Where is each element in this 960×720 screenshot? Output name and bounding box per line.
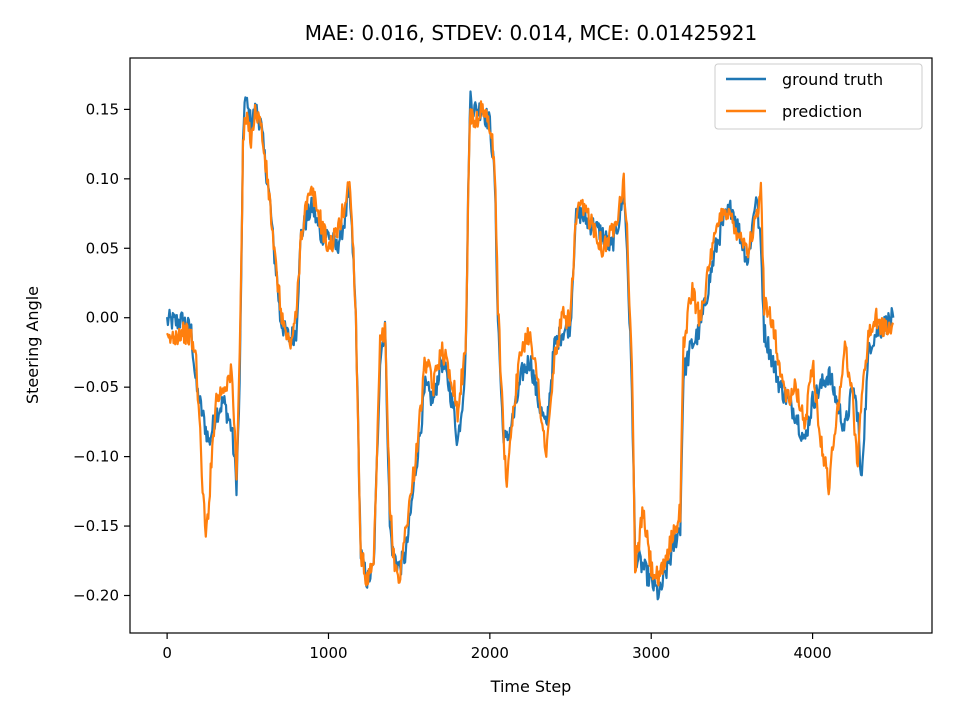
series-line-ground-truth xyxy=(166,90,895,601)
y-tick-label: 0.10 xyxy=(86,170,119,188)
y-tick-label: −0.05 xyxy=(73,378,119,396)
y-tick-label: −0.15 xyxy=(73,517,119,535)
y-axis-label: Steering Angle xyxy=(23,286,42,404)
series-layer xyxy=(166,90,895,601)
y-tick-label: 0.00 xyxy=(86,309,119,327)
legend-label-ground-truth: ground truth xyxy=(782,70,883,89)
x-tick-label: 1000 xyxy=(309,644,347,662)
series-line-prediction xyxy=(166,100,895,587)
legend-box xyxy=(714,63,923,130)
y-tick-label: −0.20 xyxy=(73,587,119,605)
y-axis: 0.15 0.10 0.05 0.00 −0.05 −0.10 −0.15 −0.20 xyxy=(73,100,130,605)
x-tick-label: 3000 xyxy=(632,644,670,662)
y-tick-label: 0.05 xyxy=(86,239,119,257)
x-tick-label: 2000 xyxy=(471,644,509,662)
x-axis-label: Time Step xyxy=(490,677,572,696)
y-tick-label: 0.15 xyxy=(86,100,119,118)
legend: ground truth prediction xyxy=(714,63,923,130)
chart-title: MAE: 0.016, STDEV: 0.014, MCE: 0.0142592… xyxy=(305,21,758,45)
y-tick-label: −0.10 xyxy=(73,448,119,466)
plot-frame xyxy=(129,57,933,634)
x-tick-label: 0 xyxy=(162,644,172,662)
legend-label-prediction: prediction xyxy=(782,102,862,121)
x-tick-label: 4000 xyxy=(793,644,831,662)
x-axis: 0 1000 2000 3000 4000 xyxy=(162,633,832,662)
